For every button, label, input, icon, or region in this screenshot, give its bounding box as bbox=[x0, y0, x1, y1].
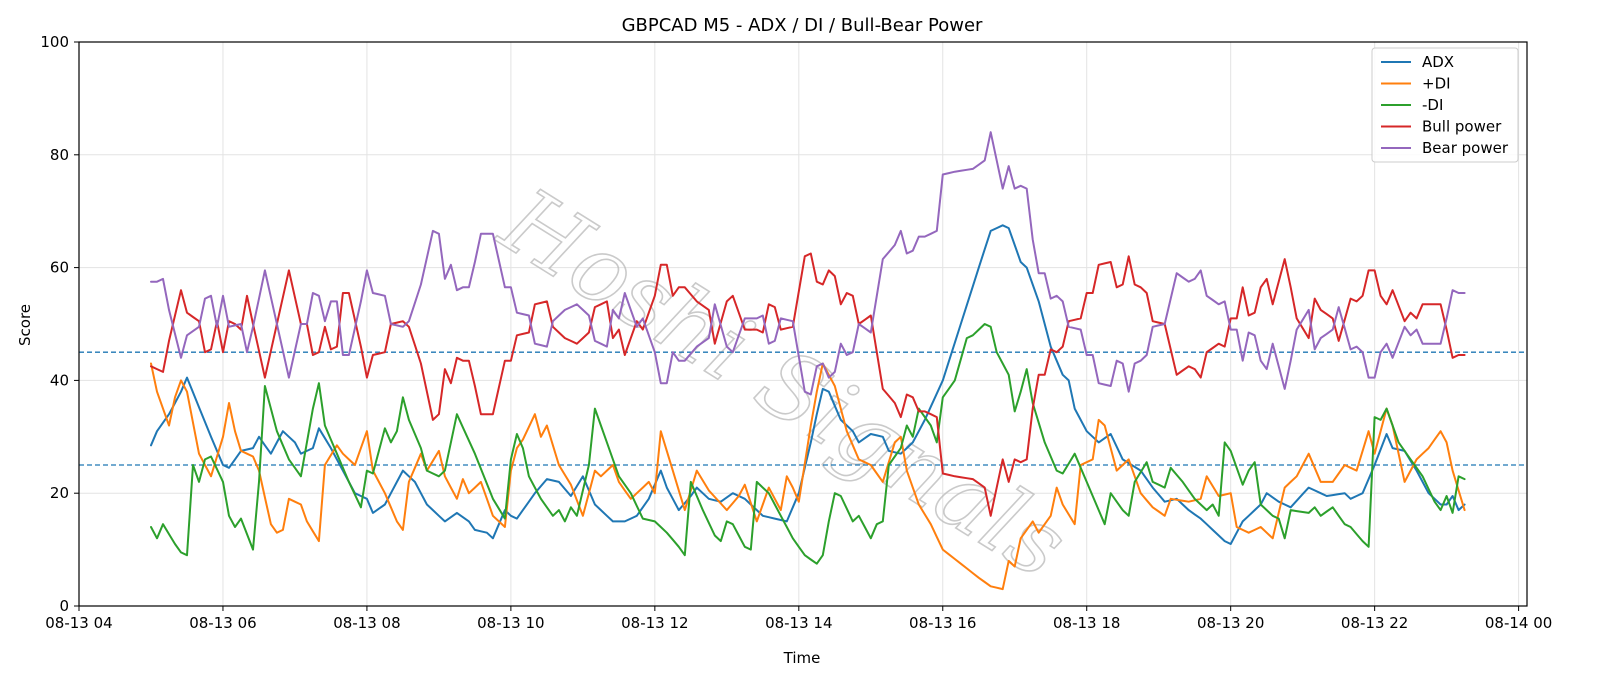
y-axis-ticks: 0 20 40 60 80 100 bbox=[40, 33, 79, 615]
legend-label-di: -DI bbox=[1422, 96, 1443, 114]
plot-frame bbox=[78, 41, 1528, 607]
x-tick-label: 08-13 08 bbox=[333, 614, 400, 632]
x-tick-label: 08-13 12 bbox=[621, 614, 688, 632]
x-tick-label: 08-13 10 bbox=[477, 614, 544, 632]
y-tick-label: 60 bbox=[50, 259, 69, 277]
series-line-bear-power bbox=[150, 131, 1466, 396]
series-line-bull-power bbox=[150, 252, 1466, 517]
y-tick-label: 0 bbox=[59, 597, 69, 615]
x-tick-label: 08-13 14 bbox=[765, 614, 832, 632]
y-tick-label: 20 bbox=[50, 484, 69, 502]
y-tick-label: 100 bbox=[40, 33, 69, 51]
y-tick-label: 40 bbox=[50, 371, 69, 389]
y-axis-title: Score bbox=[16, 304, 34, 346]
series-line-di bbox=[150, 323, 1466, 565]
reference-lines bbox=[79, 351, 1527, 466]
chart-title: GBPCAD M5 - ADX / DI / Bull-Bear Power bbox=[622, 15, 983, 36]
series-line-adx bbox=[150, 224, 1466, 545]
series-line-di bbox=[150, 362, 1466, 591]
legend-label-bear-power: Bear power bbox=[1422, 139, 1509, 157]
x-tick-label: 08-14 00 bbox=[1485, 614, 1552, 632]
x-tick-label: 08-13 04 bbox=[45, 614, 112, 632]
x-tick-label: 08-13 22 bbox=[1341, 614, 1408, 632]
series-lines bbox=[150, 131, 1466, 591]
legend-label-di: +DI bbox=[1422, 75, 1451, 93]
x-tick-label: 08-13 18 bbox=[1053, 614, 1120, 632]
x-axis-title: Time bbox=[783, 649, 821, 667]
legend-label-bull-power: Bull power bbox=[1422, 118, 1502, 136]
x-tick-label: 08-13 06 bbox=[189, 614, 256, 632]
x-tick-label: 08-13 20 bbox=[1197, 614, 1264, 632]
legend: ADX +DI -DI Bull power Bear power bbox=[1371, 47, 1519, 163]
x-tick-label: 08-13 16 bbox=[909, 614, 976, 632]
x-axis-ticks: 08-13 04 08-13 06 08-13 08 08-13 10 08-13 12… bbox=[45, 606, 1552, 632]
y-tick-label: 80 bbox=[50, 146, 69, 164]
legend-box bbox=[1371, 47, 1519, 163]
legend-label-adx: ADX bbox=[1422, 53, 1454, 71]
